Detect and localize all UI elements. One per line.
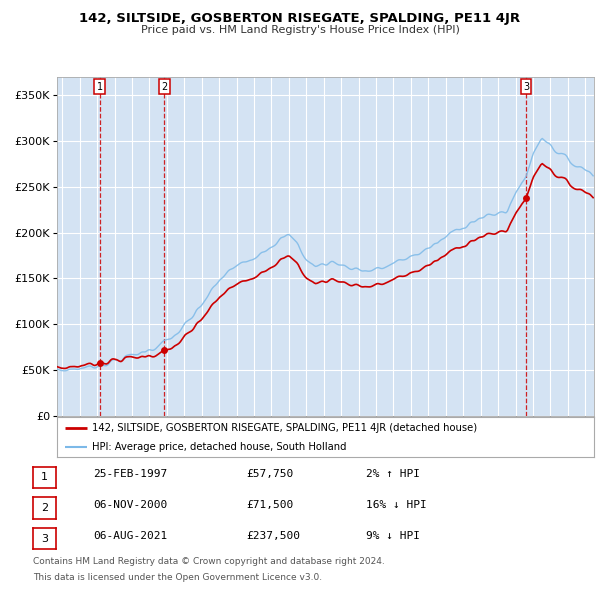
Text: Contains HM Land Registry data © Crown copyright and database right 2024.: Contains HM Land Registry data © Crown c… — [33, 557, 385, 566]
Text: 1: 1 — [41, 473, 48, 482]
Text: 06-NOV-2000: 06-NOV-2000 — [93, 500, 167, 510]
Text: 142, SILTSIDE, GOSBERTON RISEGATE, SPALDING, PE11 4JR: 142, SILTSIDE, GOSBERTON RISEGATE, SPALD… — [79, 12, 521, 25]
Text: £237,500: £237,500 — [246, 531, 300, 540]
Text: 25-FEB-1997: 25-FEB-1997 — [93, 470, 167, 479]
Text: 2: 2 — [161, 82, 167, 92]
Text: £57,750: £57,750 — [246, 470, 293, 479]
Text: HPI: Average price, detached house, South Holland: HPI: Average price, detached house, Sout… — [92, 442, 346, 452]
Text: 1: 1 — [97, 82, 103, 92]
Bar — [100, 77, 164, 416]
Text: 2% ↑ HPI: 2% ↑ HPI — [366, 470, 420, 479]
Text: 142, SILTSIDE, GOSBERTON RISEGATE, SPALDING, PE11 4JR (detached house): 142, SILTSIDE, GOSBERTON RISEGATE, SPALD… — [92, 423, 477, 433]
Bar — [526, 77, 594, 416]
Text: Price paid vs. HM Land Registry's House Price Index (HPI): Price paid vs. HM Land Registry's House … — [140, 25, 460, 35]
Text: 06-AUG-2021: 06-AUG-2021 — [93, 531, 167, 540]
Text: £71,500: £71,500 — [246, 500, 293, 510]
Text: 16% ↓ HPI: 16% ↓ HPI — [366, 500, 427, 510]
Bar — [164, 77, 526, 416]
Text: This data is licensed under the Open Government Licence v3.0.: This data is licensed under the Open Gov… — [33, 573, 322, 582]
Bar — [57, 77, 100, 416]
Text: 3: 3 — [523, 82, 529, 92]
Text: 2: 2 — [41, 503, 48, 513]
Text: 9% ↓ HPI: 9% ↓ HPI — [366, 531, 420, 540]
Text: 3: 3 — [41, 534, 48, 543]
